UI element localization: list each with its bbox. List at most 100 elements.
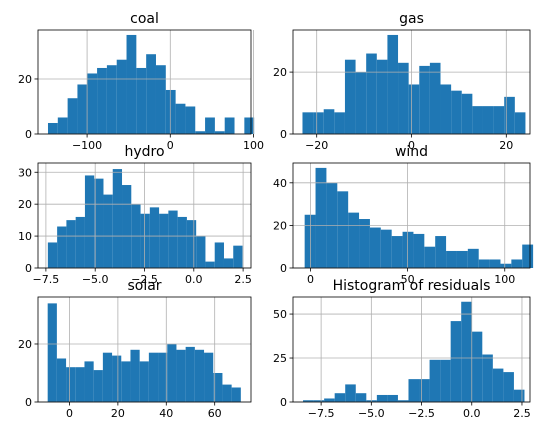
histogram-bar bbox=[214, 131, 225, 134]
histogram-bar bbox=[56, 358, 67, 402]
histogram-bar bbox=[429, 62, 441, 134]
histogram-bar bbox=[397, 400, 409, 402]
histogram-bar bbox=[57, 226, 67, 268]
y-tick-label: 20 bbox=[273, 66, 287, 79]
histogram-bar bbox=[408, 84, 420, 134]
x-tick-label: 2.5 bbox=[513, 407, 531, 420]
x-tick-label: −2.5 bbox=[131, 273, 158, 286]
histogram-bar bbox=[359, 219, 370, 268]
subplot-title: wind bbox=[395, 144, 428, 160]
y-tick-label: 20 bbox=[18, 198, 32, 211]
histogram-bar bbox=[492, 368, 504, 402]
histogram-bar bbox=[165, 89, 176, 134]
histogram-bar bbox=[398, 62, 409, 134]
histogram-bar bbox=[334, 393, 346, 402]
y-tick-label: 25 bbox=[273, 352, 287, 365]
histogram-bar bbox=[84, 361, 94, 402]
histogram-bar bbox=[303, 400, 314, 402]
histogram-bar bbox=[511, 259, 523, 268]
histogram-bar bbox=[186, 220, 197, 268]
x-tick-label: 2.5 bbox=[234, 273, 252, 286]
x-tick-label: −20 bbox=[305, 139, 328, 152]
x-tick-label: 20 bbox=[499, 139, 513, 152]
histogram-bar bbox=[419, 379, 430, 402]
histogram-bar bbox=[57, 117, 68, 134]
histogram-bar bbox=[140, 213, 150, 268]
histogram-bar bbox=[102, 352, 113, 402]
histogram-bar bbox=[424, 246, 436, 268]
histogram-bar bbox=[493, 106, 505, 134]
histogram-bar bbox=[471, 331, 483, 402]
histogram-bar bbox=[103, 194, 113, 268]
histogram-bar bbox=[204, 352, 214, 402]
histogram-bar bbox=[116, 59, 127, 134]
histogram-bar bbox=[334, 112, 345, 134]
x-tick-label: 40 bbox=[159, 407, 173, 420]
histogram-bar bbox=[450, 321, 462, 402]
histogram-bar bbox=[122, 185, 132, 268]
y-tick-label: 0 bbox=[280, 262, 287, 275]
histogram-bar bbox=[413, 233, 425, 268]
histogram-bar bbox=[121, 361, 131, 402]
x-tick-label: 20 bbox=[111, 407, 125, 420]
x-tick-label: −100 bbox=[72, 139, 102, 152]
histogram-bar bbox=[344, 59, 356, 134]
histogram-bar bbox=[504, 96, 515, 134]
histogram-bar bbox=[47, 242, 58, 268]
histogram-bar bbox=[77, 84, 88, 134]
y-tick-label: 0 bbox=[25, 128, 32, 141]
y-tick-label: 40 bbox=[273, 177, 287, 190]
histogram-bar bbox=[348, 212, 360, 268]
y-tick-label: 20 bbox=[273, 219, 287, 232]
histogram-bar bbox=[451, 90, 462, 134]
histogram-bar bbox=[158, 352, 168, 402]
histogram-bar bbox=[155, 65, 166, 134]
histogram-bar bbox=[126, 34, 137, 135]
histogram-bar bbox=[482, 106, 494, 134]
histogram-bar bbox=[500, 263, 512, 268]
histogram-bar bbox=[112, 169, 123, 268]
x-tick-label: 0.0 bbox=[463, 407, 481, 420]
histogram-bar bbox=[97, 67, 107, 134]
x-tick-label: 0 bbox=[167, 139, 174, 152]
histogram-bar bbox=[176, 349, 186, 402]
histogram-bar bbox=[376, 394, 388, 402]
histogram-bar bbox=[213, 372, 223, 402]
histogram-bar bbox=[112, 355, 122, 402]
y-tick-label: 20 bbox=[18, 338, 32, 351]
histogram-bar bbox=[66, 367, 76, 402]
histogram-bar bbox=[66, 220, 76, 268]
histogram-bar bbox=[75, 216, 85, 268]
histogram-bar bbox=[75, 367, 85, 402]
x-tick-label: 100 bbox=[243, 139, 264, 152]
histogram-bar bbox=[47, 122, 58, 134]
axes-frame bbox=[37, 29, 252, 135]
histogram-bar bbox=[159, 213, 169, 268]
histogram-bar bbox=[376, 59, 388, 134]
histogram-bar bbox=[478, 259, 490, 268]
histogram-bar bbox=[435, 236, 447, 268]
histogram-bar bbox=[419, 65, 430, 134]
histogram-bar bbox=[302, 112, 314, 134]
histogram-bar bbox=[67, 98, 78, 134]
subplot-solar: 0 20 40 60 0 20 solar bbox=[18, 278, 252, 420]
histogram-bar bbox=[244, 117, 255, 134]
x-tick-label: −7.5 bbox=[33, 273, 60, 286]
subplot-title: solar bbox=[127, 278, 161, 294]
histogram-bar bbox=[408, 379, 420, 402]
histogram-bar bbox=[106, 65, 117, 134]
subplot-coal: −100 0 100 0 20 coal bbox=[18, 11, 264, 152]
histogram-bar bbox=[380, 229, 392, 268]
subplot-hydro: −7.5 −5.0 −2.5 0.0 2.5 0 10 20 30 hydro bbox=[18, 144, 252, 286]
histogram-bar bbox=[313, 400, 325, 402]
histogram-bar bbox=[513, 389, 525, 402]
histogram-bar bbox=[467, 248, 479, 268]
histogram-bar bbox=[472, 106, 483, 134]
x-tick-label: −5.0 bbox=[82, 273, 109, 286]
y-tick-label: 0 bbox=[280, 128, 287, 141]
histogram-bar bbox=[195, 131, 206, 134]
histogram-bar bbox=[387, 394, 398, 402]
histogram-bar bbox=[315, 167, 327, 268]
histogram-bar bbox=[461, 93, 473, 134]
y-tick-label: 0 bbox=[25, 262, 32, 275]
